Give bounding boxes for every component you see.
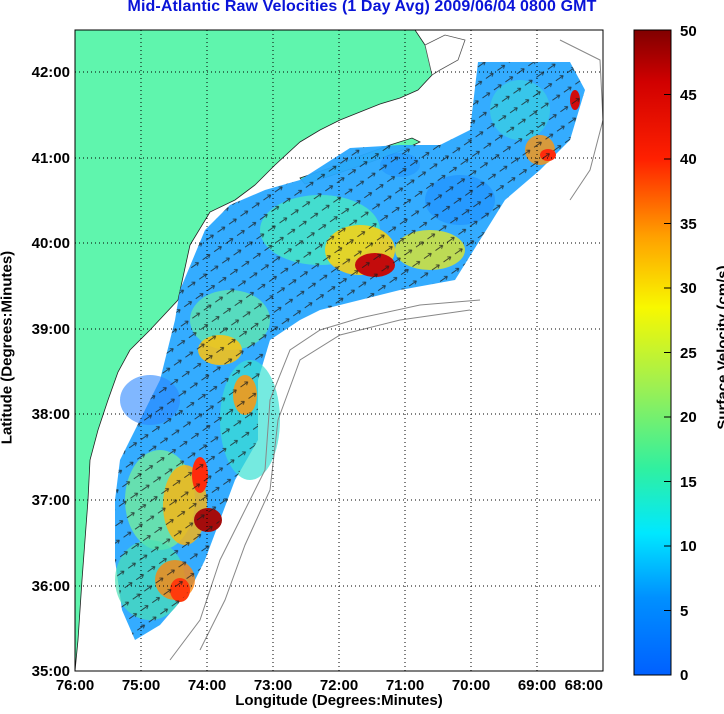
y-axis-label: Latitude (Degrees:Minutes) <box>0 250 16 445</box>
x-tick-3: 73:00 <box>254 677 292 694</box>
x-tick-6: 70:00 <box>452 677 490 694</box>
y-tick-5: 37:00 <box>32 492 70 509</box>
y-tick-labels: 42:00 41:00 40:00 39:00 38:00 37:00 36:0… <box>32 64 70 680</box>
x-tick-5: 71:00 <box>386 677 424 694</box>
cb-tick-40: 40 <box>680 151 697 168</box>
y-tick-2: 40:00 <box>32 235 70 252</box>
velocity-field <box>115 62 585 640</box>
cb-tick-15: 15 <box>680 474 697 491</box>
cb-tick-50: 50 <box>680 23 697 40</box>
y-tick-1: 41:00 <box>32 150 70 167</box>
y-tick-7: 35:00 <box>32 663 70 680</box>
y-tick-6: 36:00 <box>32 578 70 595</box>
cb-tick-45: 45 <box>680 87 697 104</box>
x-tick-0: 76:00 <box>56 677 94 694</box>
land-mass <box>75 30 441 671</box>
cb-tick-20: 20 <box>680 409 697 426</box>
x-axis-label: Longitude (Degrees:Minutes) <box>235 692 443 709</box>
plot-frame <box>74 29 604 672</box>
cb-tick-10: 10 <box>680 538 697 555</box>
y-tick-4: 38:00 <box>32 406 70 423</box>
y-tick-3: 39:00 <box>32 321 70 338</box>
x-tick-1: 75:00 <box>122 677 160 694</box>
colorbar-ticks <box>664 94 671 611</box>
cb-tick-35: 35 <box>680 216 697 233</box>
x-tick-2: 74:00 <box>188 677 226 694</box>
cb-tick-0: 0 <box>680 667 688 684</box>
x-tick-8: 68:00 <box>565 677 603 694</box>
colorbar-label: Surface Velocity (cm/s) <box>714 265 724 430</box>
x-tick-labels: 76:00 75:00 74:00 73:00 72:00 71:00 70:0… <box>56 677 603 694</box>
cb-tick-30: 30 <box>680 280 697 297</box>
cape-cod <box>424 34 466 76</box>
x-tick-7: 69:00 <box>518 677 556 694</box>
y-tick-0: 42:00 <box>32 64 70 81</box>
cb-tick-5: 5 <box>680 603 688 620</box>
grid-lines <box>75 30 603 671</box>
bathymetry-contours <box>169 39 603 661</box>
colorbar-tick-labels: 50 45 40 35 30 25 20 15 10 5 0 <box>680 23 697 684</box>
map-title: Mid-Atlantic Raw Velocities (1 Day Avg) … <box>127 0 597 15</box>
cb-tick-25: 25 <box>680 345 697 362</box>
x-tick-4: 72:00 <box>320 677 358 694</box>
